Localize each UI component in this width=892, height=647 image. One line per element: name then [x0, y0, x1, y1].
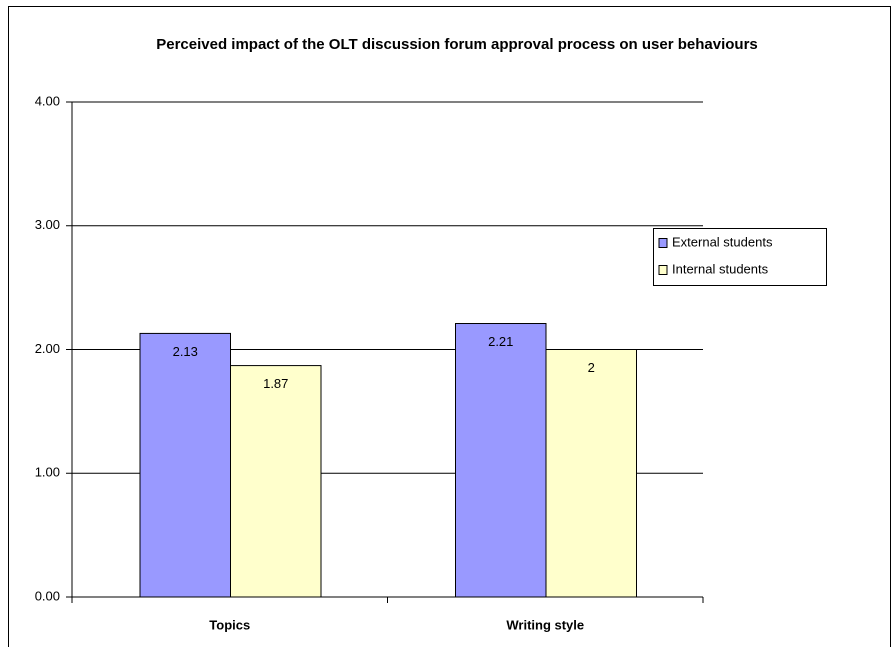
y-tick-label: 3.00 — [35, 217, 60, 232]
y-tick-label: 4.00 — [35, 93, 60, 108]
chart-title: Perceived impact of the OLT discussion f… — [156, 36, 758, 53]
legend-label: External students — [672, 234, 773, 249]
x-tick-label: Writing style — [506, 617, 584, 632]
y-tick-label: 1.00 — [35, 465, 60, 480]
legend-label: Internal students — [672, 261, 769, 276]
bar — [455, 323, 547, 598]
y-tick-label: 0.00 — [35, 588, 60, 603]
y-tick-label: 2.00 — [35, 341, 60, 356]
data-label: 2.21 — [488, 334, 513, 349]
data-label: 2.13 — [173, 344, 198, 359]
bar — [545, 349, 637, 598]
data-label: 2 — [588, 360, 595, 375]
legend-swatch — [658, 265, 668, 275]
data-label: 1.87 — [263, 376, 288, 391]
bar — [139, 332, 231, 598]
bar — [230, 365, 322, 598]
x-tick-label: Topics — [209, 617, 250, 632]
legend-box — [653, 228, 827, 286]
legend-swatch — [658, 238, 668, 248]
